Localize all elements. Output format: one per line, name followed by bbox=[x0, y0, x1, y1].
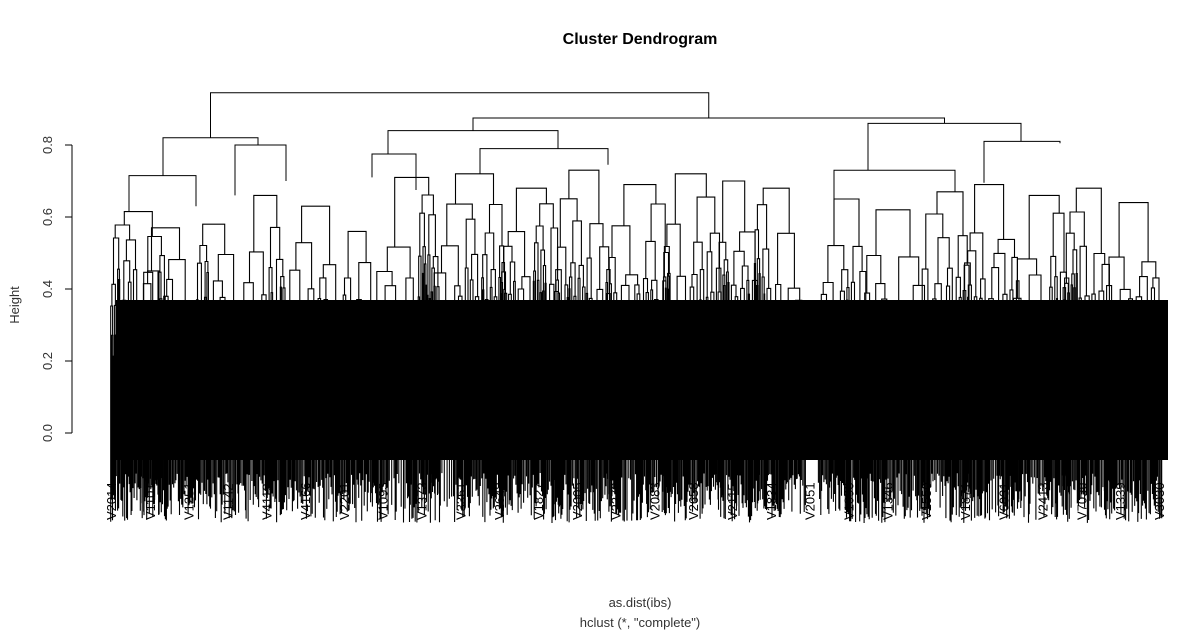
leaf-label: V2115 bbox=[725, 483, 740, 520]
leaf-label: V1090 bbox=[842, 482, 857, 520]
leaf-label: V3030 bbox=[1152, 482, 1167, 520]
dense-linkage-mass bbox=[110, 169, 1168, 523]
cluster-branches bbox=[429, 173, 506, 523]
leaf-label: V2648 bbox=[492, 482, 507, 520]
leaf-label: V1251 bbox=[182, 482, 197, 520]
y-tick-label: 0.8 bbox=[40, 136, 55, 154]
leaf-label: V7038 bbox=[1074, 482, 1089, 520]
leaf-label: V2051 bbox=[803, 482, 818, 520]
leaf-label: V1871 bbox=[958, 482, 973, 520]
leaf-label: V6031 bbox=[997, 482, 1012, 520]
leaf-label: V2373 bbox=[609, 482, 624, 520]
leaf-label: V1346 bbox=[880, 482, 895, 520]
cluster-branches bbox=[140, 227, 197, 521]
leaf-label: V1339 bbox=[1113, 482, 1128, 520]
leaf-label: V2413 bbox=[1036, 482, 1051, 520]
dendrogram-tree bbox=[128, 92, 1061, 212]
leaf-label: V1550 bbox=[919, 482, 934, 520]
cluster-branches bbox=[1010, 194, 1070, 523]
cluster-branches bbox=[552, 169, 612, 523]
leaf-label: V4166 bbox=[298, 482, 313, 520]
leaf-label: V2014 bbox=[104, 482, 119, 520]
cluster-branches bbox=[605, 184, 670, 522]
y-axis-label: Height bbox=[7, 286, 22, 324]
leaf-label: V1101 bbox=[143, 483, 158, 520]
top-merges bbox=[128, 92, 1061, 212]
leaf-label: V1827 bbox=[531, 482, 546, 520]
leaf-label: V2201 bbox=[337, 482, 352, 520]
leaf-label: V4113 bbox=[259, 483, 274, 520]
y-tick-label: 0.0 bbox=[40, 424, 55, 442]
leaf-label: V3361 bbox=[453, 482, 468, 520]
leaf-label: V1373 bbox=[415, 482, 430, 520]
cluster-branches bbox=[195, 223, 241, 523]
cluster-branches bbox=[862, 209, 930, 523]
leaf-label: V2083 bbox=[647, 482, 662, 520]
leaf-label: V2005 bbox=[570, 482, 585, 520]
leaf-labels: V2014 V1101 V1251 V1142 V4113 V4166 V2201 V1093… bbox=[104, 482, 1167, 520]
cluster-branches bbox=[286, 205, 342, 522]
leaf-label: V1834 bbox=[764, 482, 779, 520]
cluster-branches bbox=[499, 187, 561, 523]
cluster-branches bbox=[753, 187, 806, 518]
y-tick-label: 0.4 bbox=[40, 280, 55, 298]
x-axis-label: as.dist(ibs) bbox=[609, 595, 672, 610]
cluster-branches bbox=[1103, 202, 1163, 522]
subtitle: hclust (*, "complete") bbox=[580, 615, 701, 630]
y-tick-label: 0.6 bbox=[40, 208, 55, 226]
cluster-branches bbox=[240, 194, 287, 523]
cluster-branches bbox=[662, 173, 724, 522]
chart-title: Cluster Dendrogram bbox=[563, 31, 718, 48]
leaf-label: V1093 bbox=[376, 482, 391, 520]
y-axis: 0.0 0.2 0.4 0.6 0.8 bbox=[40, 136, 73, 442]
leaf-label: V2658 bbox=[686, 482, 701, 520]
y-tick-label: 0.2 bbox=[40, 352, 55, 370]
cluster-branches bbox=[371, 176, 441, 523]
leaf-label: V1142 bbox=[220, 483, 235, 520]
